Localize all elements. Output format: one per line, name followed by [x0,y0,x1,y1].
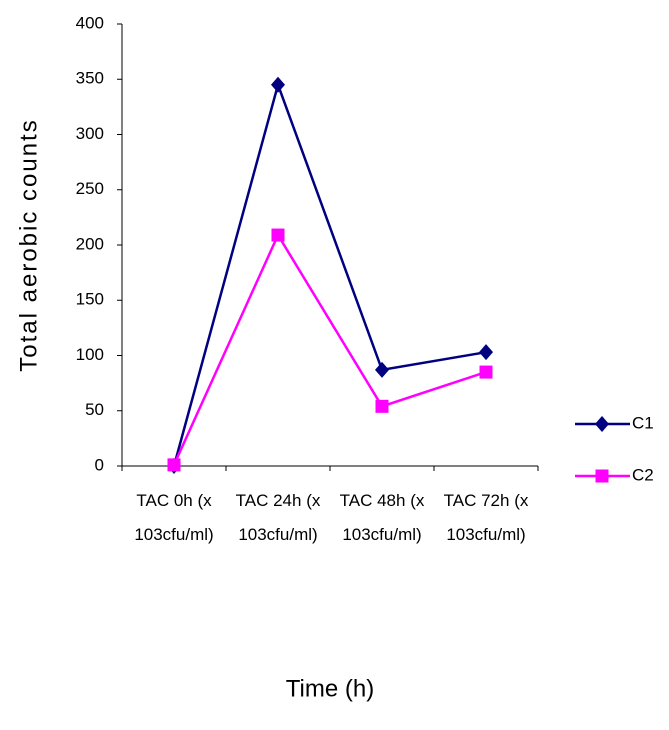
y-tick-label: 400 [76,13,104,32]
data-point [167,458,181,472]
y-tick-label: 0 [95,455,104,474]
data-point [375,361,389,378]
y-tick-label: 200 [76,234,104,253]
legend-marker [595,416,609,432]
legend-marker [595,469,609,483]
y-tick-label: 50 [85,400,104,419]
data-point [271,228,285,242]
legend-label: C1 [632,413,654,432]
x-tick-label: TAC 0h (x 103cfu/ml) [134,491,214,544]
data-point [375,399,389,413]
y-tick-label: 100 [76,345,104,364]
y-tick-label: 250 [76,179,104,198]
y-tick-label: 150 [76,290,104,309]
x-tick-label: TAC 24h (x 103cfu/ml) [235,491,321,544]
legend-label: C2 [632,465,654,484]
x-tick-label: TAC 48h (x 103cfu/ml) [339,491,425,544]
data-point [479,344,493,361]
y-axis-title: Total aerobic counts [15,118,42,371]
x-tick-label: TAC 72h (x 103cfu/ml) [443,491,529,544]
data-point [479,365,493,379]
y-tick-label: 300 [76,124,104,143]
series-line [172,80,487,467]
series-line [172,232,487,466]
data-point [271,76,285,93]
y-tick-label: 350 [76,69,104,88]
x-axis-title: Time (h) [286,675,374,702]
